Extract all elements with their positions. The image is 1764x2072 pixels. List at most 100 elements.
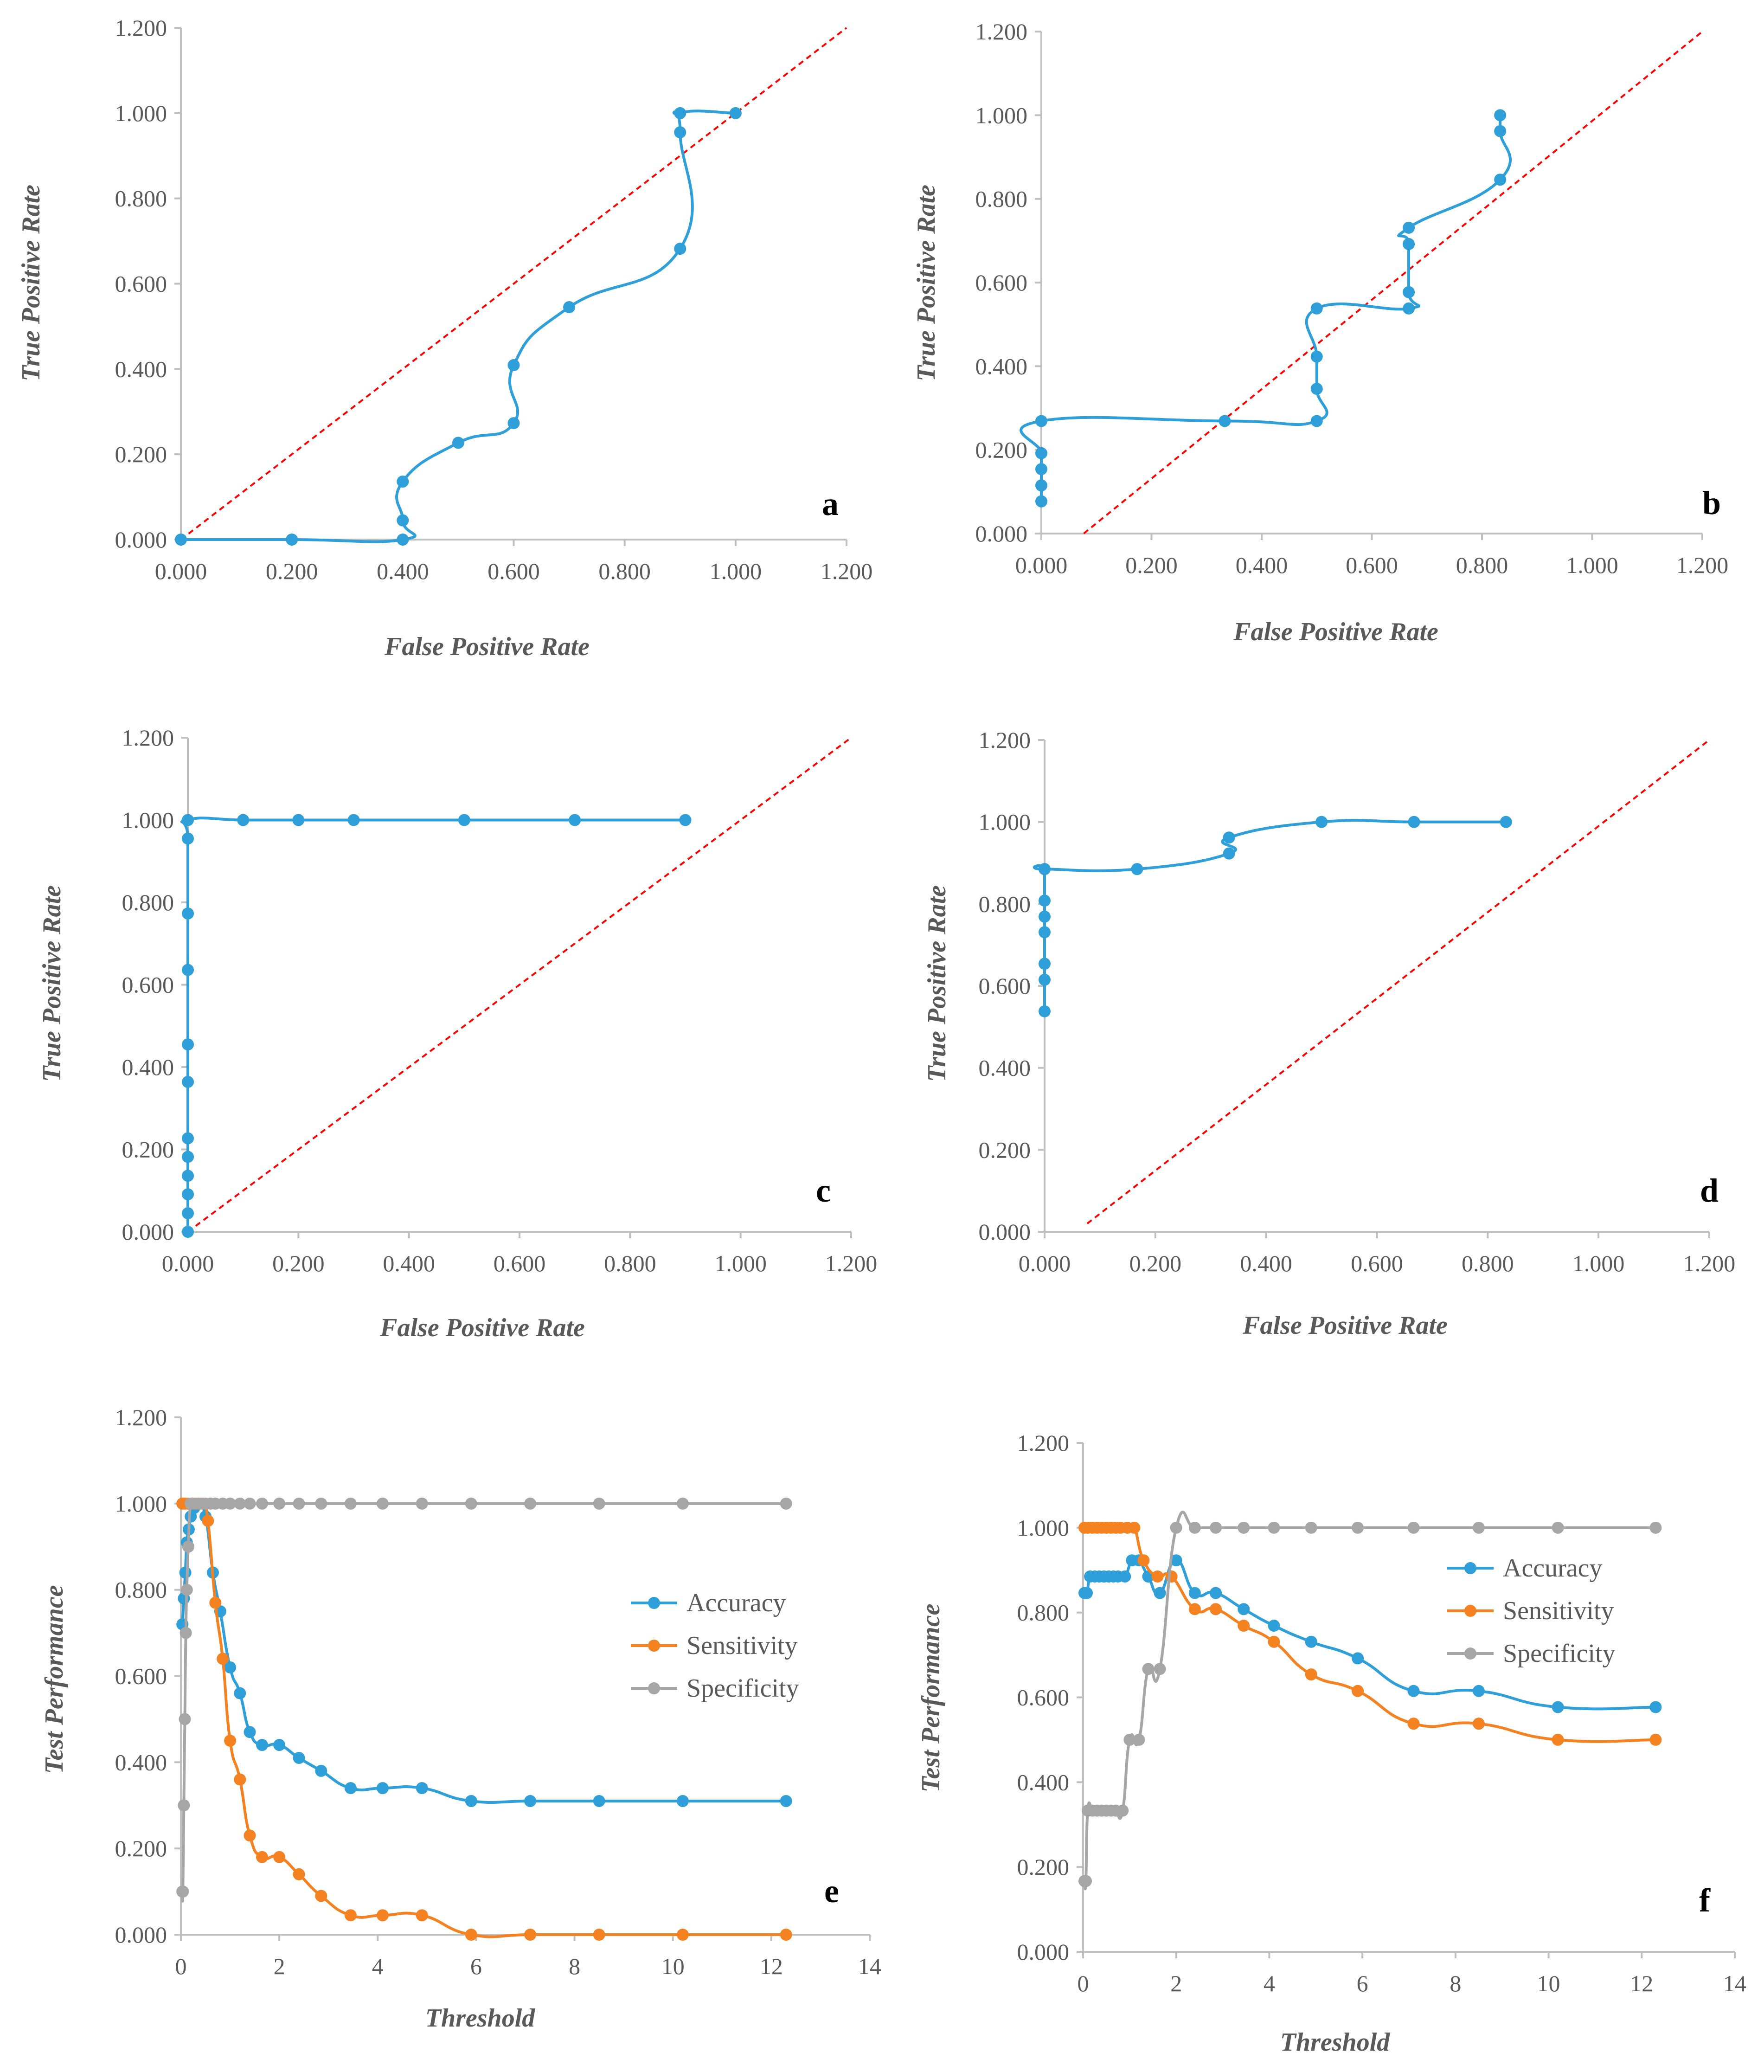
x-tick-label: 12 bbox=[760, 1953, 783, 1979]
data-point-sensitivity bbox=[1473, 1718, 1485, 1730]
data-point-accuracy bbox=[1170, 1554, 1182, 1567]
data-point-specificity bbox=[376, 1497, 389, 1510]
data-point-specificity bbox=[244, 1497, 256, 1510]
chart-panel-e: 0.000 0.200 0.400 0.600 0.800 1.000 1.200 0 2 4 6 8… bbox=[40, 1404, 881, 2033]
data-point-specificity bbox=[1305, 1521, 1317, 1534]
x-tick-label: 0.800 bbox=[1456, 552, 1508, 578]
data-point-sensitivity bbox=[676, 1929, 689, 1941]
data-point-roc bbox=[1223, 831, 1235, 844]
y-tick-label: 0.800 bbox=[1017, 1600, 1070, 1626]
y-tick-label: 0.000 bbox=[975, 521, 1028, 547]
y-tick-label: 1.200 bbox=[115, 1404, 167, 1430]
data-point-accuracy bbox=[1268, 1620, 1280, 1632]
y-tick-label: 0.600 bbox=[1017, 1685, 1070, 1711]
data-point-roc bbox=[569, 814, 581, 826]
data-point-accuracy bbox=[1352, 1652, 1364, 1665]
data-point-specificity bbox=[1552, 1521, 1564, 1534]
data-point-accuracy bbox=[1407, 1685, 1420, 1697]
data-point-specificity bbox=[1116, 1804, 1129, 1817]
data-point-accuracy bbox=[234, 1687, 246, 1699]
data-point-sensitivity bbox=[315, 1890, 327, 1902]
x-tick-label: 0.000 bbox=[1015, 552, 1068, 578]
panel-label: b bbox=[1702, 484, 1721, 521]
x-tick-label: 0.000 bbox=[1019, 1250, 1071, 1276]
data-point-roc bbox=[452, 437, 464, 449]
data-point-specificity bbox=[1123, 1733, 1136, 1746]
data-point-sensitivity bbox=[344, 1909, 357, 1922]
x-tick-label: 6 bbox=[1357, 1970, 1368, 1996]
data-point-roc bbox=[674, 107, 686, 119]
data-point-sensitivity bbox=[1238, 1620, 1250, 1632]
data-point-accuracy bbox=[244, 1726, 256, 1738]
data-point-accuracy bbox=[315, 1764, 327, 1777]
data-point-roc bbox=[1035, 479, 1047, 492]
data-point-roc bbox=[182, 1170, 194, 1182]
data-point-roc bbox=[1131, 863, 1143, 875]
x-tick-label: 2 bbox=[1170, 1970, 1182, 1996]
data-point-sensitivity bbox=[1407, 1718, 1420, 1730]
data-point-sensitivity bbox=[234, 1773, 246, 1786]
legend-swatch-marker bbox=[1464, 1647, 1476, 1660]
data-point-specificity bbox=[416, 1497, 428, 1510]
data-point-accuracy bbox=[416, 1782, 428, 1795]
data-point-sensitivity bbox=[1268, 1635, 1280, 1648]
y-tick-label: 0.200 bbox=[122, 1137, 174, 1163]
y-tick-label: 0.800 bbox=[975, 186, 1028, 212]
data-point-accuracy bbox=[1210, 1587, 1222, 1599]
data-point-roc bbox=[1310, 383, 1323, 395]
data-point-accuracy bbox=[273, 1739, 286, 1751]
y-tick-label: 1.000 bbox=[979, 809, 1031, 835]
data-point-specificity bbox=[234, 1497, 246, 1510]
data-point-roc bbox=[674, 243, 686, 255]
data-point-roc bbox=[1494, 174, 1507, 186]
data-point-accuracy bbox=[344, 1782, 357, 1795]
data-point-roc bbox=[679, 814, 692, 826]
data-point-roc bbox=[182, 1075, 194, 1088]
legend-swatch-marker bbox=[648, 1682, 660, 1694]
y-tick-label: 0.400 bbox=[122, 1054, 174, 1080]
data-point-specificity bbox=[1238, 1521, 1250, 1534]
data-point-sensitivity bbox=[1552, 1733, 1564, 1746]
data-point-specificity bbox=[344, 1497, 357, 1510]
data-point-accuracy bbox=[256, 1739, 269, 1751]
y-tick-label: 0.400 bbox=[975, 353, 1028, 379]
data-point-roc bbox=[397, 514, 409, 527]
data-point-roc bbox=[1310, 302, 1323, 315]
legend: Accuracy Sensitivity Specificity bbox=[1447, 1554, 1616, 1668]
y-axis-title: True Positive Rate bbox=[912, 185, 941, 381]
y-tick-label: 0.800 bbox=[122, 889, 174, 915]
legend-entry-accuracy: Accuracy bbox=[1503, 1554, 1603, 1583]
data-point-accuracy bbox=[1473, 1685, 1485, 1697]
chart-panel-d: 0.000 0.200 0.400 0.600 0.800 1.000 1.200 0.000… bbox=[923, 727, 1735, 1340]
panel-label: a bbox=[822, 485, 839, 522]
data-point-roc bbox=[1403, 221, 1415, 234]
reference-diagonal-line bbox=[1086, 739, 1710, 1224]
y-tick-label: 0.600 bbox=[115, 1663, 167, 1689]
y-tick-label: 0.800 bbox=[979, 891, 1031, 917]
x-tick-label: 0.200 bbox=[1125, 552, 1178, 578]
series-line-roc bbox=[181, 109, 736, 543]
panel-label: d bbox=[1700, 1172, 1719, 1209]
y-tick-label: 0.600 bbox=[122, 972, 174, 998]
data-point-roc bbox=[1494, 109, 1507, 122]
data-point-roc bbox=[1035, 463, 1047, 476]
data-point-roc bbox=[237, 814, 250, 826]
x-tick-label: 1.200 bbox=[1683, 1250, 1736, 1276]
chart-panel-f: 0.000 0.200 0.400 0.600 0.800 1.000 1.200 0 2 4 6 8… bbox=[917, 1430, 1746, 2057]
data-point-roc bbox=[1035, 415, 1047, 427]
y-tick-label: 0.200 bbox=[115, 441, 167, 467]
data-point-specificity bbox=[1352, 1521, 1364, 1534]
legend-swatch-marker bbox=[1464, 1605, 1476, 1617]
series-line-roc bbox=[180, 817, 686, 1232]
data-point-roc bbox=[1039, 973, 1051, 986]
panel-label: e bbox=[824, 1873, 839, 1910]
reference-diagonal-line bbox=[187, 737, 852, 1233]
x-tick-label: 0.400 bbox=[1240, 1250, 1292, 1276]
data-point-roc bbox=[1039, 1005, 1051, 1017]
panel-label: f bbox=[1699, 1882, 1711, 1919]
data-point-specificity bbox=[224, 1497, 237, 1510]
legend-swatch-marker bbox=[648, 1597, 660, 1609]
data-point-sensitivity bbox=[293, 1868, 305, 1880]
data-point-specificity bbox=[1133, 1733, 1145, 1746]
